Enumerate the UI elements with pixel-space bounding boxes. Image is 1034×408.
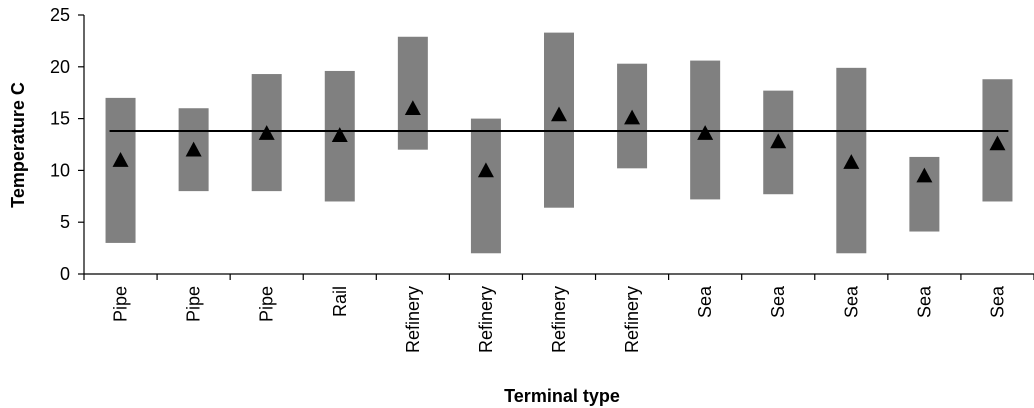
category-label: Sea <box>768 285 788 318</box>
labels: 0 5 10 15 20 25 Pipe Pipe Pipe Rail Refinery Refine… <box>50 5 1007 353</box>
range-bar <box>105 97 136 243</box>
mean-marker <box>697 125 714 140</box>
mean-marker <box>477 162 494 178</box>
category-label: Rail <box>330 286 350 317</box>
category-label: Pipe <box>184 286 204 322</box>
y-tick-label: 10 <box>50 160 70 180</box>
category-label: Refinery <box>403 286 423 353</box>
category-label: Sea <box>987 285 1007 318</box>
y-tick-label: 25 <box>50 5 70 25</box>
mean-marker <box>916 167 933 183</box>
range-bar <box>397 36 428 150</box>
category-label: Sea <box>841 285 861 318</box>
y-tick-label: 15 <box>50 109 70 129</box>
category-label: Refinery <box>549 286 569 353</box>
y-tick-label: 20 <box>50 57 70 77</box>
range-bar <box>470 118 501 254</box>
mean-marker <box>551 106 567 122</box>
y-tick-label: 5 <box>60 212 70 232</box>
markers <box>112 100 1006 183</box>
mean-marker <box>770 133 787 149</box>
y-tick-label: 0 <box>60 264 70 284</box>
mean-marker <box>331 127 348 142</box>
category-label: Sea <box>695 285 715 318</box>
category-label: Refinery <box>622 286 642 353</box>
mean-marker <box>989 135 1006 151</box>
y-axis-title: Temperature C <box>8 82 28 208</box>
category-label: Pipe <box>257 286 277 322</box>
mean-marker <box>404 100 421 116</box>
category-label: Refinery <box>476 286 496 353</box>
axes <box>78 14 1034 280</box>
range-bars <box>105 32 1013 254</box>
mean-marker <box>843 154 860 169</box>
mean-marker <box>185 141 202 157</box>
category-label: Pipe <box>111 286 131 322</box>
mean-marker <box>624 109 641 125</box>
x-axis-title: Terminal type <box>504 386 620 406</box>
mean-marker <box>112 152 129 167</box>
mean-marker <box>258 125 275 140</box>
category-label: Sea <box>914 285 934 318</box>
